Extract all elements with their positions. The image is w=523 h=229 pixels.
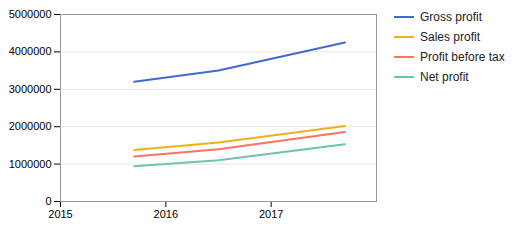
svg-text:3000000: 3000000 xyxy=(9,83,52,95)
html-text:Gross profit: Gross profit xyxy=(420,10,482,24)
svg-text:1000000: 1000000 xyxy=(9,158,52,170)
svg-text:5000000: 5000000 xyxy=(9,8,52,20)
html-text:Net profit: Net profit xyxy=(420,70,469,84)
html-text:Sales profit: Sales profit xyxy=(420,30,480,44)
svg-text:2015: 2015 xyxy=(48,208,72,220)
svg-text:2016: 2016 xyxy=(154,208,178,220)
svg-text:2017: 2017 xyxy=(259,208,283,220)
svg-text:4000000: 4000000 xyxy=(9,45,52,57)
html-text:Profit before tax: Profit before tax xyxy=(420,50,505,64)
svg-text:0: 0 xyxy=(45,195,51,207)
svg-text:2000000: 2000000 xyxy=(9,120,52,132)
